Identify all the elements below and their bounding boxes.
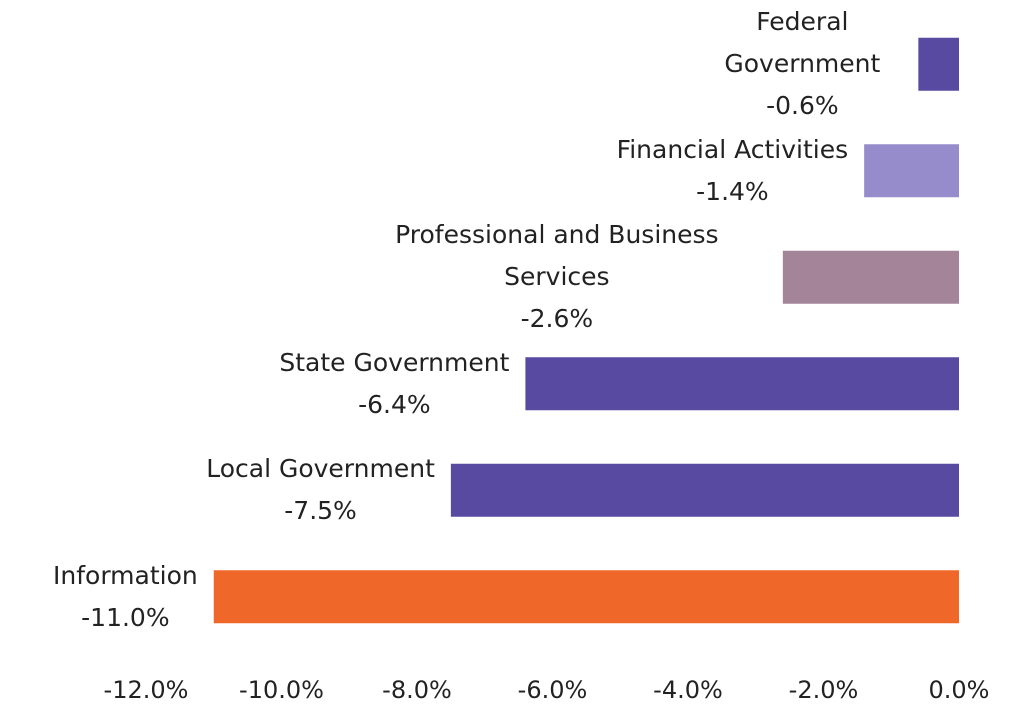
- category-label: Local Government: [206, 454, 435, 484]
- bar-label: Financial Activities -1.4%: [617, 129, 848, 213]
- category-label: Federal Government: [724, 7, 881, 79]
- bar-label: Professional and Business Services -2.6%: [347, 214, 767, 340]
- x-tick-label: -10.0%: [239, 676, 324, 704]
- bar-label: Information -11.0%: [53, 555, 198, 639]
- value-label: -6.4%: [358, 389, 431, 419]
- bar: [864, 144, 959, 198]
- bar-label: Federal Government -0.6%: [702, 1, 902, 127]
- value-label: -2.6%: [520, 304, 594, 334]
- x-tick-label: -8.0%: [382, 676, 452, 704]
- x-tick-label: -2.0%: [788, 676, 859, 704]
- category-label: Professional and Business Services: [395, 220, 719, 292]
- x-tick-label: -4.0%: [653, 676, 723, 704]
- bar: [918, 37, 959, 91]
- value-label: -11.0%: [81, 602, 170, 632]
- value-label: -7.5%: [284, 496, 357, 526]
- category-label: State Government: [279, 347, 510, 377]
- bar-label: Local Government -7.5%: [206, 448, 435, 532]
- x-tick-label: 0.0%: [928, 676, 990, 704]
- bar: [782, 250, 959, 304]
- bar: [525, 357, 959, 411]
- category-label: Financial Activities: [616, 134, 849, 164]
- category-label: Information: [53, 560, 198, 590]
- bar: [213, 570, 959, 624]
- x-tick-label: -6.0%: [517, 676, 588, 704]
- value-label: -0.6%: [766, 91, 839, 121]
- value-label: -1.4%: [696, 176, 769, 206]
- bar: [450, 463, 959, 517]
- x-tick-label: -12.0%: [103, 676, 189, 704]
- bar-label: State Government -6.4%: [279, 342, 509, 426]
